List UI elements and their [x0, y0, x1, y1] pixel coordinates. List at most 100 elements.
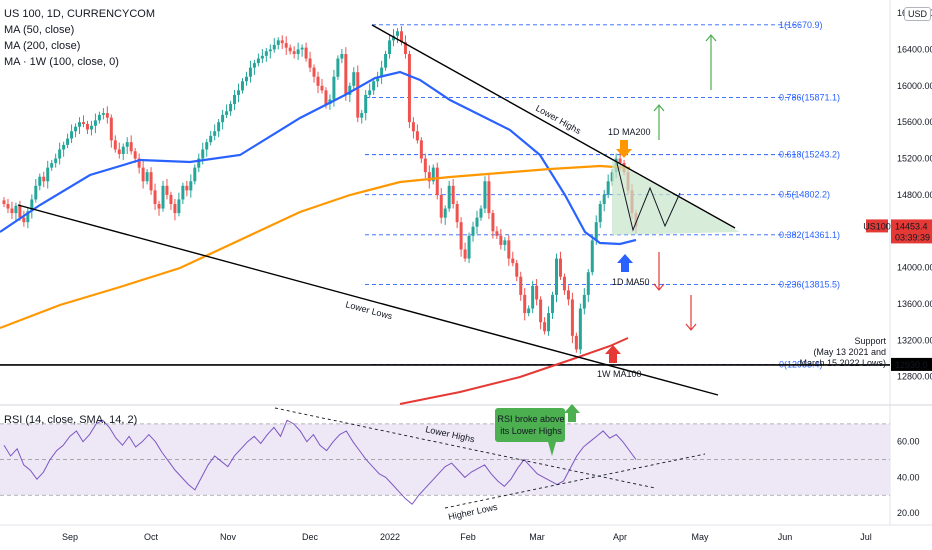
candle-body [22, 217, 26, 223]
candle-body [467, 235, 471, 259]
candle-body [205, 142, 209, 150]
ma50-marker [617, 254, 633, 272]
candle-body [244, 76, 248, 82]
candle-body [101, 113, 105, 115]
ma50-line [0, 70, 637, 246]
target-arrow-up-2-head [653, 104, 665, 112]
candle-body [42, 176, 46, 182]
legend-ma50[interactable]: MA (50, close) [4, 24, 75, 36]
lower-lows-label: Lower Lows [344, 299, 393, 321]
rsi-tick-label: 60.00 [897, 437, 920, 447]
candle-body [153, 190, 157, 204]
candle-body [423, 158, 427, 173]
candle-body [284, 43, 288, 48]
candle-body [58, 149, 62, 159]
candle-body [443, 208, 447, 218]
rsi-tick-label: 40.00 [897, 472, 920, 482]
candle-body [157, 204, 161, 209]
candle-body [300, 47, 304, 50]
candle-body [360, 113, 364, 118]
candle-body [582, 294, 586, 309]
ma200-marker [616, 140, 632, 158]
time-tick-label: Feb [460, 532, 476, 542]
candle-body [78, 122, 82, 127]
ma1w-line [399, 337, 629, 405]
price-tick-label: 15200.00 [897, 154, 932, 164]
candle-body [618, 158, 622, 164]
candle-body [527, 308, 531, 314]
lower-highs-trendline [371, 24, 736, 229]
candle-body [137, 158, 141, 168]
candle-body [519, 276, 523, 295]
ma200-line [0, 164, 631, 330]
support-note: (May 13 2021 and [813, 347, 886, 357]
candle-body [499, 235, 503, 245]
candle-body [81, 122, 85, 124]
candle-body [141, 167, 145, 182]
legend-rsi[interactable]: RSI (14, close, SMA, 14, 2) [4, 414, 138, 426]
candle-body [169, 194, 173, 204]
candle-body [451, 185, 455, 204]
rsi-callout-text: its Lower Highs [500, 426, 562, 436]
candle-body [229, 104, 233, 112]
candle-body [50, 163, 54, 168]
candle-body [376, 76, 380, 82]
candle-body [324, 90, 328, 104]
candle-body [93, 120, 97, 126]
legend-symbol[interactable]: US 100, 1D, CURRENCYCOM [4, 8, 155, 20]
ma50-annotation: 1D MA50 [612, 277, 650, 287]
candle-body [403, 42, 407, 54]
candle-body [280, 40, 284, 44]
candle-body [570, 299, 574, 336]
candle-body [121, 146, 125, 154]
candle-body [487, 181, 491, 214]
time-tick-label: 2022 [380, 532, 400, 542]
rsi-lower-highs-line [274, 407, 656, 489]
candle-body [586, 272, 590, 295]
candle-body [431, 167, 435, 182]
candle-body [495, 231, 499, 236]
candle-body [89, 125, 93, 130]
currency-badge[interactable]: USD [904, 7, 932, 21]
countdown-label: 03:39:39 [895, 232, 930, 242]
candle-body [185, 185, 189, 191]
candle-body [264, 51, 268, 56]
candle-body [515, 263, 519, 277]
candle-body [543, 322, 547, 332]
legend-ma1w[interactable]: MA · 1W (100, close, 0) [4, 56, 119, 68]
price-tick-label: 14800.00 [897, 190, 932, 200]
candle-body [399, 31, 403, 43]
target-arrow-down-2-head [685, 323, 697, 331]
candle-body [555, 258, 559, 295]
candle-body [491, 213, 495, 232]
candle-body [189, 181, 193, 191]
candle-body [439, 194, 443, 218]
candle-body [276, 40, 280, 45]
legend-ma200[interactable]: MA (200, close) [4, 40, 81, 52]
lower-lows-trendline [17, 204, 719, 396]
candle-body [459, 222, 463, 250]
candle-body [201, 149, 205, 159]
rsi-callout [495, 408, 565, 456]
candle-body [598, 204, 602, 223]
candle-body [252, 63, 256, 68]
triangle-pattern [612, 160, 740, 235]
candle-body [288, 47, 292, 52]
candle-body [562, 276, 566, 291]
candle-body [407, 54, 411, 123]
candle-body [606, 181, 610, 195]
candle-body [574, 335, 578, 350]
price-tick-label: 16000.00 [897, 81, 932, 91]
candle-body [547, 313, 551, 332]
candle-body [10, 208, 14, 214]
candle-body [213, 131, 217, 136]
candle-body [173, 204, 177, 214]
last-price-tag [891, 219, 932, 244]
candle-body [256, 58, 260, 64]
candle-body [419, 140, 423, 159]
candle-body [308, 58, 312, 68]
ma1w-marker [605, 345, 621, 363]
candle-body [54, 158, 58, 164]
candle-body [30, 199, 34, 212]
